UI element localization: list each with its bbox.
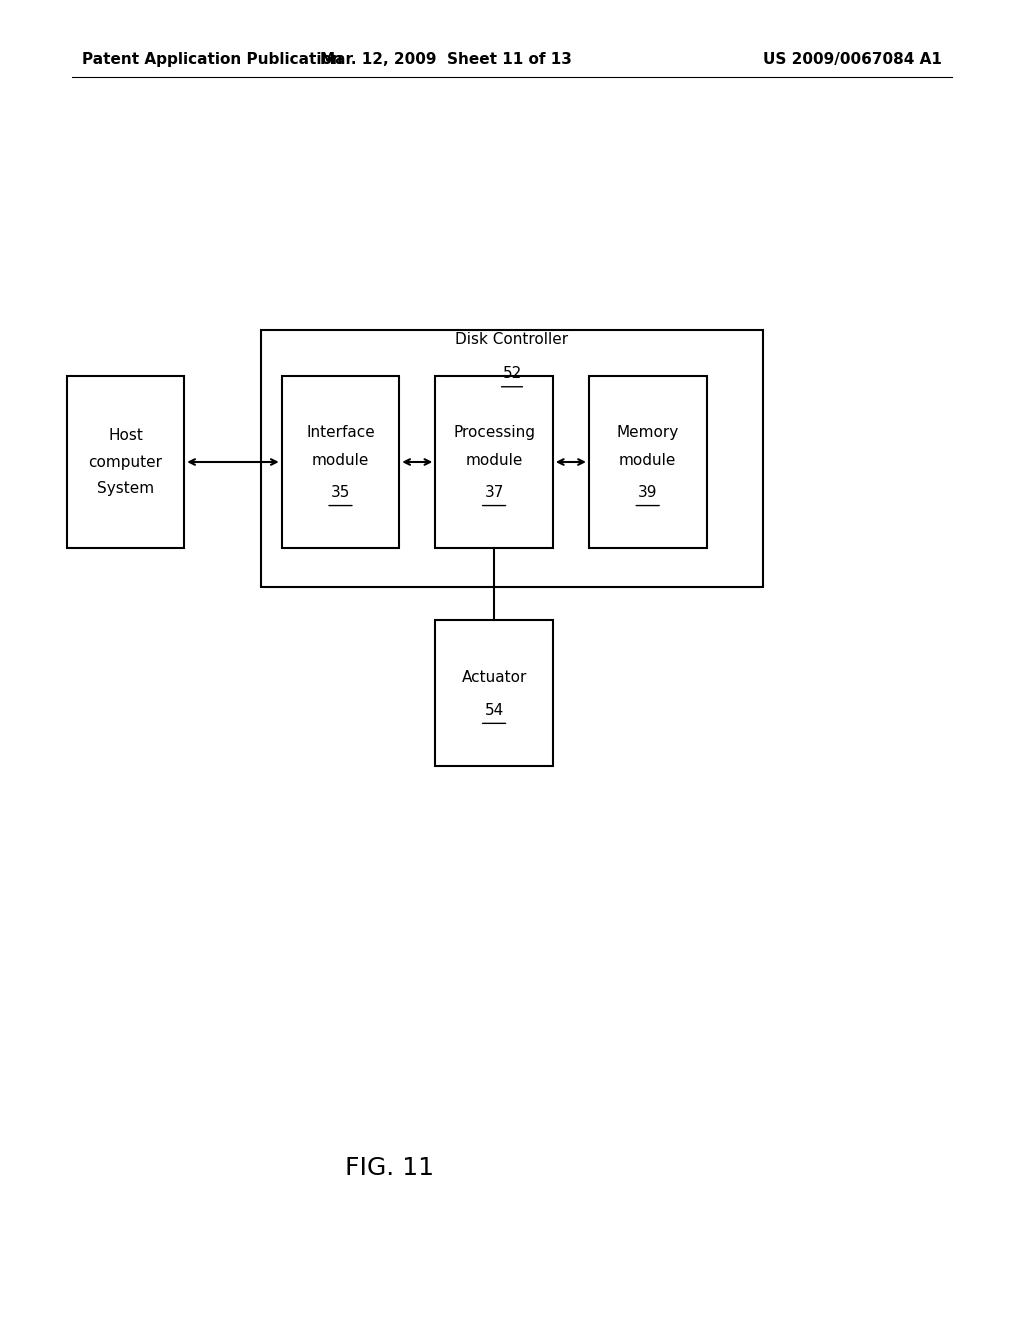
Text: computer: computer <box>88 454 163 470</box>
FancyBboxPatch shape <box>435 620 553 766</box>
Text: FIG. 11: FIG. 11 <box>345 1156 433 1180</box>
FancyBboxPatch shape <box>261 330 763 587</box>
FancyBboxPatch shape <box>589 376 707 548</box>
Text: Host: Host <box>108 428 143 444</box>
Text: 39: 39 <box>638 484 657 500</box>
Text: Patent Application Publication: Patent Application Publication <box>82 51 343 67</box>
Text: 54: 54 <box>484 702 504 718</box>
Text: System: System <box>97 480 154 496</box>
FancyBboxPatch shape <box>282 376 399 548</box>
Text: Memory: Memory <box>616 425 679 441</box>
FancyBboxPatch shape <box>67 376 184 548</box>
Text: Processing: Processing <box>453 425 536 441</box>
Text: 35: 35 <box>331 484 350 500</box>
Text: module: module <box>465 453 523 469</box>
Text: US 2009/0067084 A1: US 2009/0067084 A1 <box>763 51 942 67</box>
Text: module: module <box>618 453 677 469</box>
Text: module: module <box>311 453 370 469</box>
Text: Interface: Interface <box>306 425 375 441</box>
Text: 37: 37 <box>484 484 504 500</box>
Text: Mar. 12, 2009  Sheet 11 of 13: Mar. 12, 2009 Sheet 11 of 13 <box>319 51 571 67</box>
Text: Disk Controller: Disk Controller <box>456 333 568 347</box>
Text: 52: 52 <box>503 366 521 380</box>
FancyBboxPatch shape <box>435 376 553 548</box>
Text: Actuator: Actuator <box>462 669 526 685</box>
